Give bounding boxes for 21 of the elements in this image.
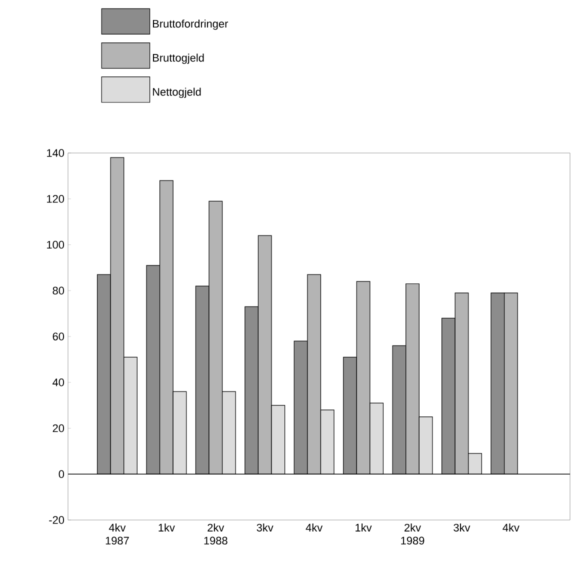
- x-tick-label: 1kv: [158, 524, 175, 532]
- x-tick-label: 1kv: [356, 524, 372, 532]
- y-tick-label: -20: [49, 516, 64, 524]
- y-tick-label: 120: [47, 195, 64, 203]
- y-tick-label: 20: [52, 424, 64, 432]
- x-tick-label: 2kv 1989: [401, 524, 424, 545]
- x-tick-label: 4kv 1987: [106, 524, 129, 545]
- legend-label: Bruttofordringer: [152, 20, 228, 30]
- x-tick-label: 4kv: [306, 524, 323, 532]
- y-tick-label: 0: [58, 470, 64, 478]
- y-tick-label: 60: [52, 332, 64, 340]
- x-tick-label: 4kv: [502, 524, 520, 532]
- y-tick-label: 140: [47, 149, 64, 157]
- legend-label: Bruttogjeld: [152, 54, 204, 64]
- x-tick-label: 3kv: [454, 524, 470, 532]
- legend-label: Nettogjeld: [152, 88, 201, 98]
- y-tick-label: 100: [47, 240, 64, 249]
- y-tick-label: 40: [52, 378, 64, 386]
- x-tick-label: 2kv 1988: [204, 524, 228, 545]
- x-tick-label: 3kv: [256, 524, 274, 532]
- y-tick-label: 80: [52, 286, 64, 295]
